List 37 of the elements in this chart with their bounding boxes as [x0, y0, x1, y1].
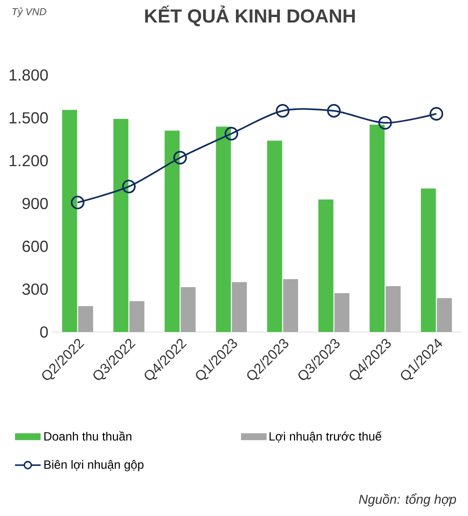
legend-label: Doanh thu thuần	[44, 431, 132, 441]
bar	[420, 188, 436, 332]
bar	[129, 301, 144, 332]
y-tick-label: 1.500	[10, 112, 48, 124]
y-tick-label: 300	[22, 284, 48, 295]
bar	[267, 140, 282, 332]
point	[378, 116, 392, 130]
point	[173, 150, 187, 164]
bar	[283, 279, 298, 332]
point	[276, 104, 290, 118]
bar	[164, 130, 180, 332]
legend-label: Biên lợi nhuận gộp	[44, 460, 144, 472]
bar	[370, 124, 385, 332]
text: Nguồn: tổng hợp	[358, 493, 456, 506]
bar	[180, 287, 196, 332]
bar	[436, 298, 452, 332]
chart-title: KẾT QUẢ KINH DOANH	[145, 6, 355, 26]
bar	[113, 118, 128, 332]
text: Tỷ VND	[12, 8, 46, 18]
bar	[386, 286, 401, 332]
bar	[318, 200, 334, 332]
y-tick-label: 1.800	[10, 69, 48, 81]
point	[430, 107, 444, 121]
bar	[232, 282, 247, 332]
point	[327, 104, 341, 118]
y-tick-label: 0	[40, 326, 48, 338]
y-tick-label: 900	[22, 198, 48, 210]
point	[70, 196, 84, 210]
legend-label: Lợi nhuận trước thuế	[270, 431, 382, 442]
point	[122, 180, 136, 194]
y-tick-label: 600	[22, 240, 48, 252]
bar	[78, 306, 94, 332]
bar	[334, 293, 350, 332]
y-tick-label: 1.200	[10, 155, 48, 166]
bar	[216, 126, 231, 332]
point	[224, 126, 238, 140]
bar	[62, 110, 78, 332]
